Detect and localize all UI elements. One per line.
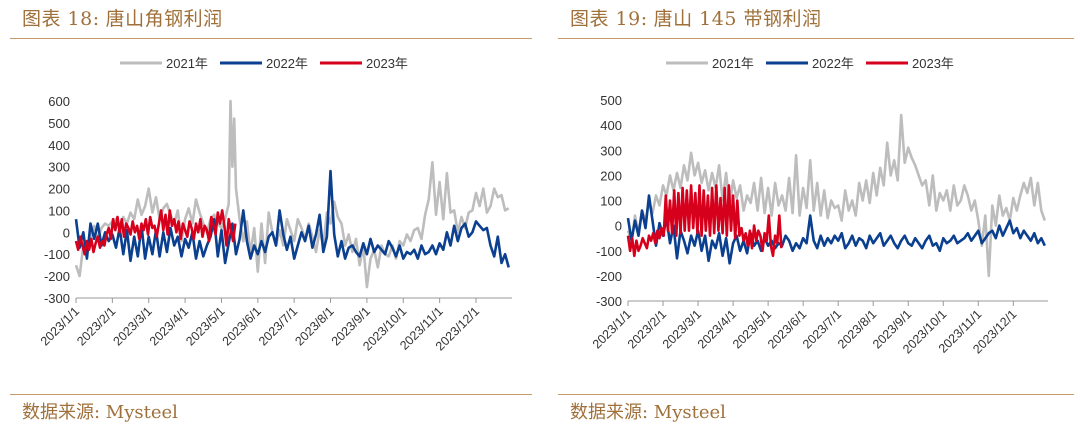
series-line-2023年 — [626, 184, 783, 258]
y-tick-label: -200 — [596, 269, 622, 284]
data-source: 数据来源: Mysteel — [570, 402, 726, 423]
y-tick-label: 200 — [600, 168, 622, 183]
y-tick-label: -300 — [596, 294, 622, 309]
chart-panel-angle-steel: 图表 18: 唐山角钢利润 2021年 2022年 2023年 600 500 400 300… — [10, 6, 532, 423]
footer-divider — [558, 394, 1074, 395]
legend-label: 2021年 — [712, 56, 754, 71]
data-source: 数据来源: Mysteel — [22, 402, 178, 423]
y-tick-label: 300 — [48, 160, 70, 175]
x-tick-label: 2023/8/1 — [292, 304, 336, 348]
legend-label: 2022年 — [266, 56, 308, 71]
y-tick-label: -100 — [44, 247, 70, 262]
y-tick-label: 0 — [63, 225, 70, 240]
x-tick-label: 2023/3/1 — [111, 304, 155, 348]
figure-title-text: 唐山角钢利润 — [105, 8, 223, 30]
y-tick-label: 400 — [600, 118, 622, 133]
chart-angle-steel-profit: 2021年 2022年 2023年 600 500 400 300 200 100 0 -100 -2… — [38, 56, 512, 353]
title-divider — [10, 38, 532, 39]
figure-number: 图表 19: — [570, 8, 648, 30]
x-tick-label: 2023/7/1 — [256, 304, 300, 348]
y-tick-label: 300 — [600, 143, 622, 158]
legend-label: 2022年 — [812, 56, 854, 71]
footer-divider — [10, 394, 532, 395]
series-line-2023年 — [74, 209, 237, 256]
series-line-2022年 — [74, 169, 510, 268]
chart-strip-steel-profit: 2021年 2022年 2023年 500 400 300 200 100 0 -100 -200 -… — [590, 56, 1048, 356]
y-tick-label: -300 — [44, 291, 70, 306]
y-tick-label: 400 — [48, 138, 70, 153]
legend-label: 2023年 — [912, 56, 954, 71]
legend-label: 2023年 — [366, 56, 408, 71]
figure-number: 图表 18: — [22, 8, 100, 30]
y-tick-label: 0 — [615, 219, 622, 234]
series-line-2021年 — [74, 99, 510, 289]
x-tick-label: 2023/2/1 — [74, 304, 118, 348]
y-tick-label: 200 — [48, 182, 70, 197]
y-tick-label: -200 — [44, 269, 70, 284]
y-tick-label: 600 — [48, 94, 70, 109]
figure-title: 图表 18: 唐山角钢利润 — [22, 6, 223, 32]
y-tick-label: 500 — [600, 93, 622, 108]
x-tick-label: 2023/6/1 — [220, 304, 264, 348]
x-tick-label: 2023/5/1 — [183, 304, 227, 348]
legend-label: 2021年 — [166, 56, 208, 71]
y-tick-label: 100 — [600, 194, 622, 209]
chart-panel-strip-steel: 图表 19: 唐山 145 带钢利润 2021年 2022年 2023年 500 400 3… — [548, 0, 1080, 432]
figure-title-text: 唐山 145 带钢利润 — [653, 8, 822, 30]
title-divider — [558, 38, 1074, 39]
x-tick-label: 2023/4/1 — [147, 304, 191, 348]
y-tick-label: -100 — [596, 244, 622, 259]
y-tick-label: 500 — [48, 116, 70, 131]
series-line-2021年 — [626, 113, 1047, 278]
y-tick-label: 100 — [48, 203, 70, 218]
x-tick-label: 2023/1/1 — [38, 304, 82, 348]
figure-title: 图表 19: 唐山 145 带钢利润 — [570, 6, 821, 32]
